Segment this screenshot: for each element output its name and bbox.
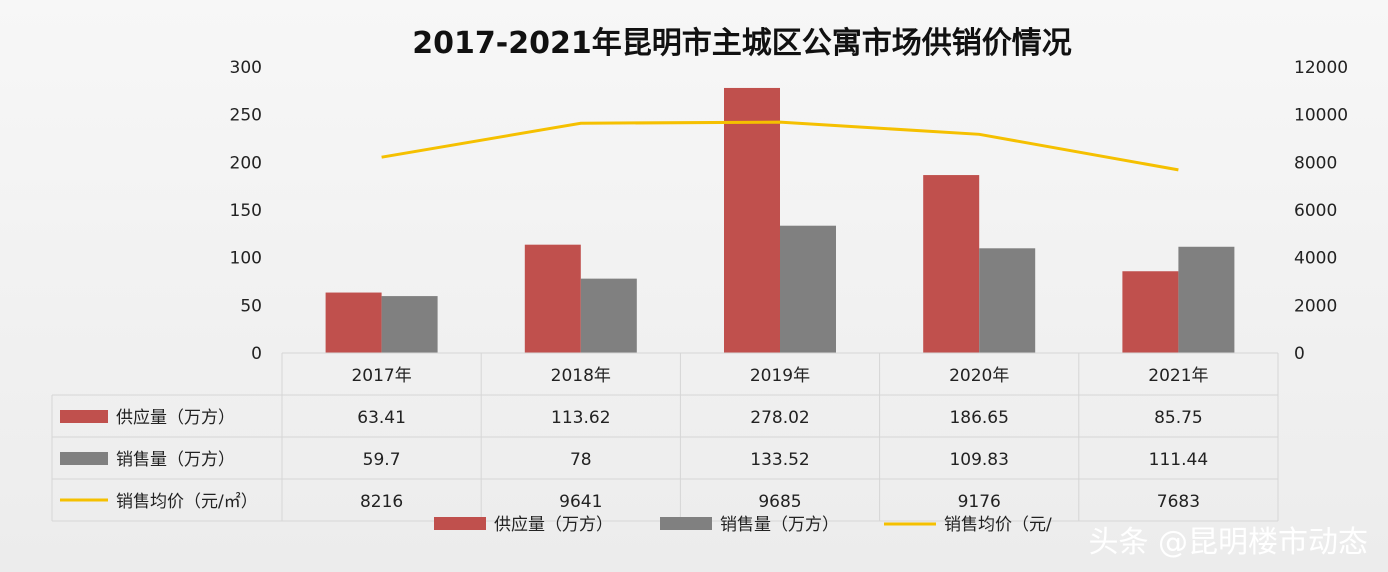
y2-axis-tick-label: 8000	[1294, 153, 1337, 173]
y-axis-tick-label: 250	[230, 106, 262, 126]
data-table-value: 59.7	[363, 450, 401, 470]
sales-bar	[780, 225, 836, 353]
y-axis-tick-label: 100	[230, 249, 262, 269]
legend-label: 销售量（万方）	[720, 515, 839, 535]
y2-axis-tick-label: 6000	[1294, 201, 1337, 221]
data-table-value: 113.62	[551, 408, 610, 428]
category-label: 2020年	[949, 366, 1009, 386]
y-axis-tick-label: 150	[230, 201, 262, 221]
price-line	[381, 120, 1179, 172]
sales-bar	[580, 278, 637, 353]
data-table-value: 8216	[360, 492, 403, 512]
data-table-value: 78	[570, 450, 592, 470]
data-table-value: 186.65	[949, 408, 1008, 428]
data-table-value: 7683	[1157, 492, 1200, 512]
y-axis-tick-label: 0	[251, 344, 262, 364]
supply-bar	[724, 87, 780, 353]
sales-bar	[381, 296, 438, 353]
table-series-name: 销售均价（元/㎡）	[116, 492, 258, 512]
category-label: 2021年	[1148, 366, 1208, 386]
table-series-name: 销售量（万方）	[116, 450, 235, 470]
data-table-value: 9176	[958, 492, 1001, 512]
table-legend-swatch	[60, 410, 108, 423]
data-table-value: 85.75	[1154, 408, 1203, 428]
category-label: 2018年	[551, 366, 611, 386]
legend-label: 销售均价（元/	[944, 515, 1052, 535]
data-table-value: 9641	[559, 492, 602, 512]
legend-label: 供应量（万方）	[494, 515, 613, 535]
data-table-value: 133.52	[750, 450, 809, 470]
data-table-value: 9685	[758, 492, 801, 512]
data-table-value: 278.02	[750, 408, 809, 428]
y-axis-tick-label: 300	[230, 58, 262, 78]
data-table-value: 63.41	[357, 408, 406, 428]
sales-bar	[979, 248, 1036, 353]
supply-bar	[524, 244, 581, 353]
y2-axis-tick-label: 2000	[1294, 296, 1337, 316]
y2-axis-tick-label: 10000	[1294, 106, 1348, 126]
y2-axis-tick-label: 4000	[1294, 249, 1337, 269]
table-series-name: 供应量（万方）	[116, 408, 235, 428]
supply-bar	[923, 175, 980, 353]
sales-bar	[1178, 246, 1235, 353]
supply-bar	[1122, 271, 1179, 353]
y-axis-tick-label: 50	[240, 296, 262, 316]
category-label: 2017年	[351, 366, 411, 386]
watermark-text: 头条 @昆明楼市动态	[1088, 525, 1368, 560]
data-table-value: 111.44	[1149, 450, 1208, 470]
table-legend-swatch	[60, 452, 108, 465]
category-label: 2019年	[750, 366, 810, 386]
y-axis-tick-label: 200	[230, 153, 262, 173]
supply-bar	[325, 292, 382, 353]
y2-axis-tick-label: 12000	[1294, 58, 1348, 78]
data-table-value: 109.83	[949, 450, 1008, 470]
chart-title: 2017-2021年昆明市主城区公寓市场供销价情况	[412, 26, 1071, 61]
legend-swatch	[660, 517, 712, 530]
y2-axis-tick-label: 0	[1294, 344, 1305, 364]
legend-swatch	[434, 517, 486, 530]
